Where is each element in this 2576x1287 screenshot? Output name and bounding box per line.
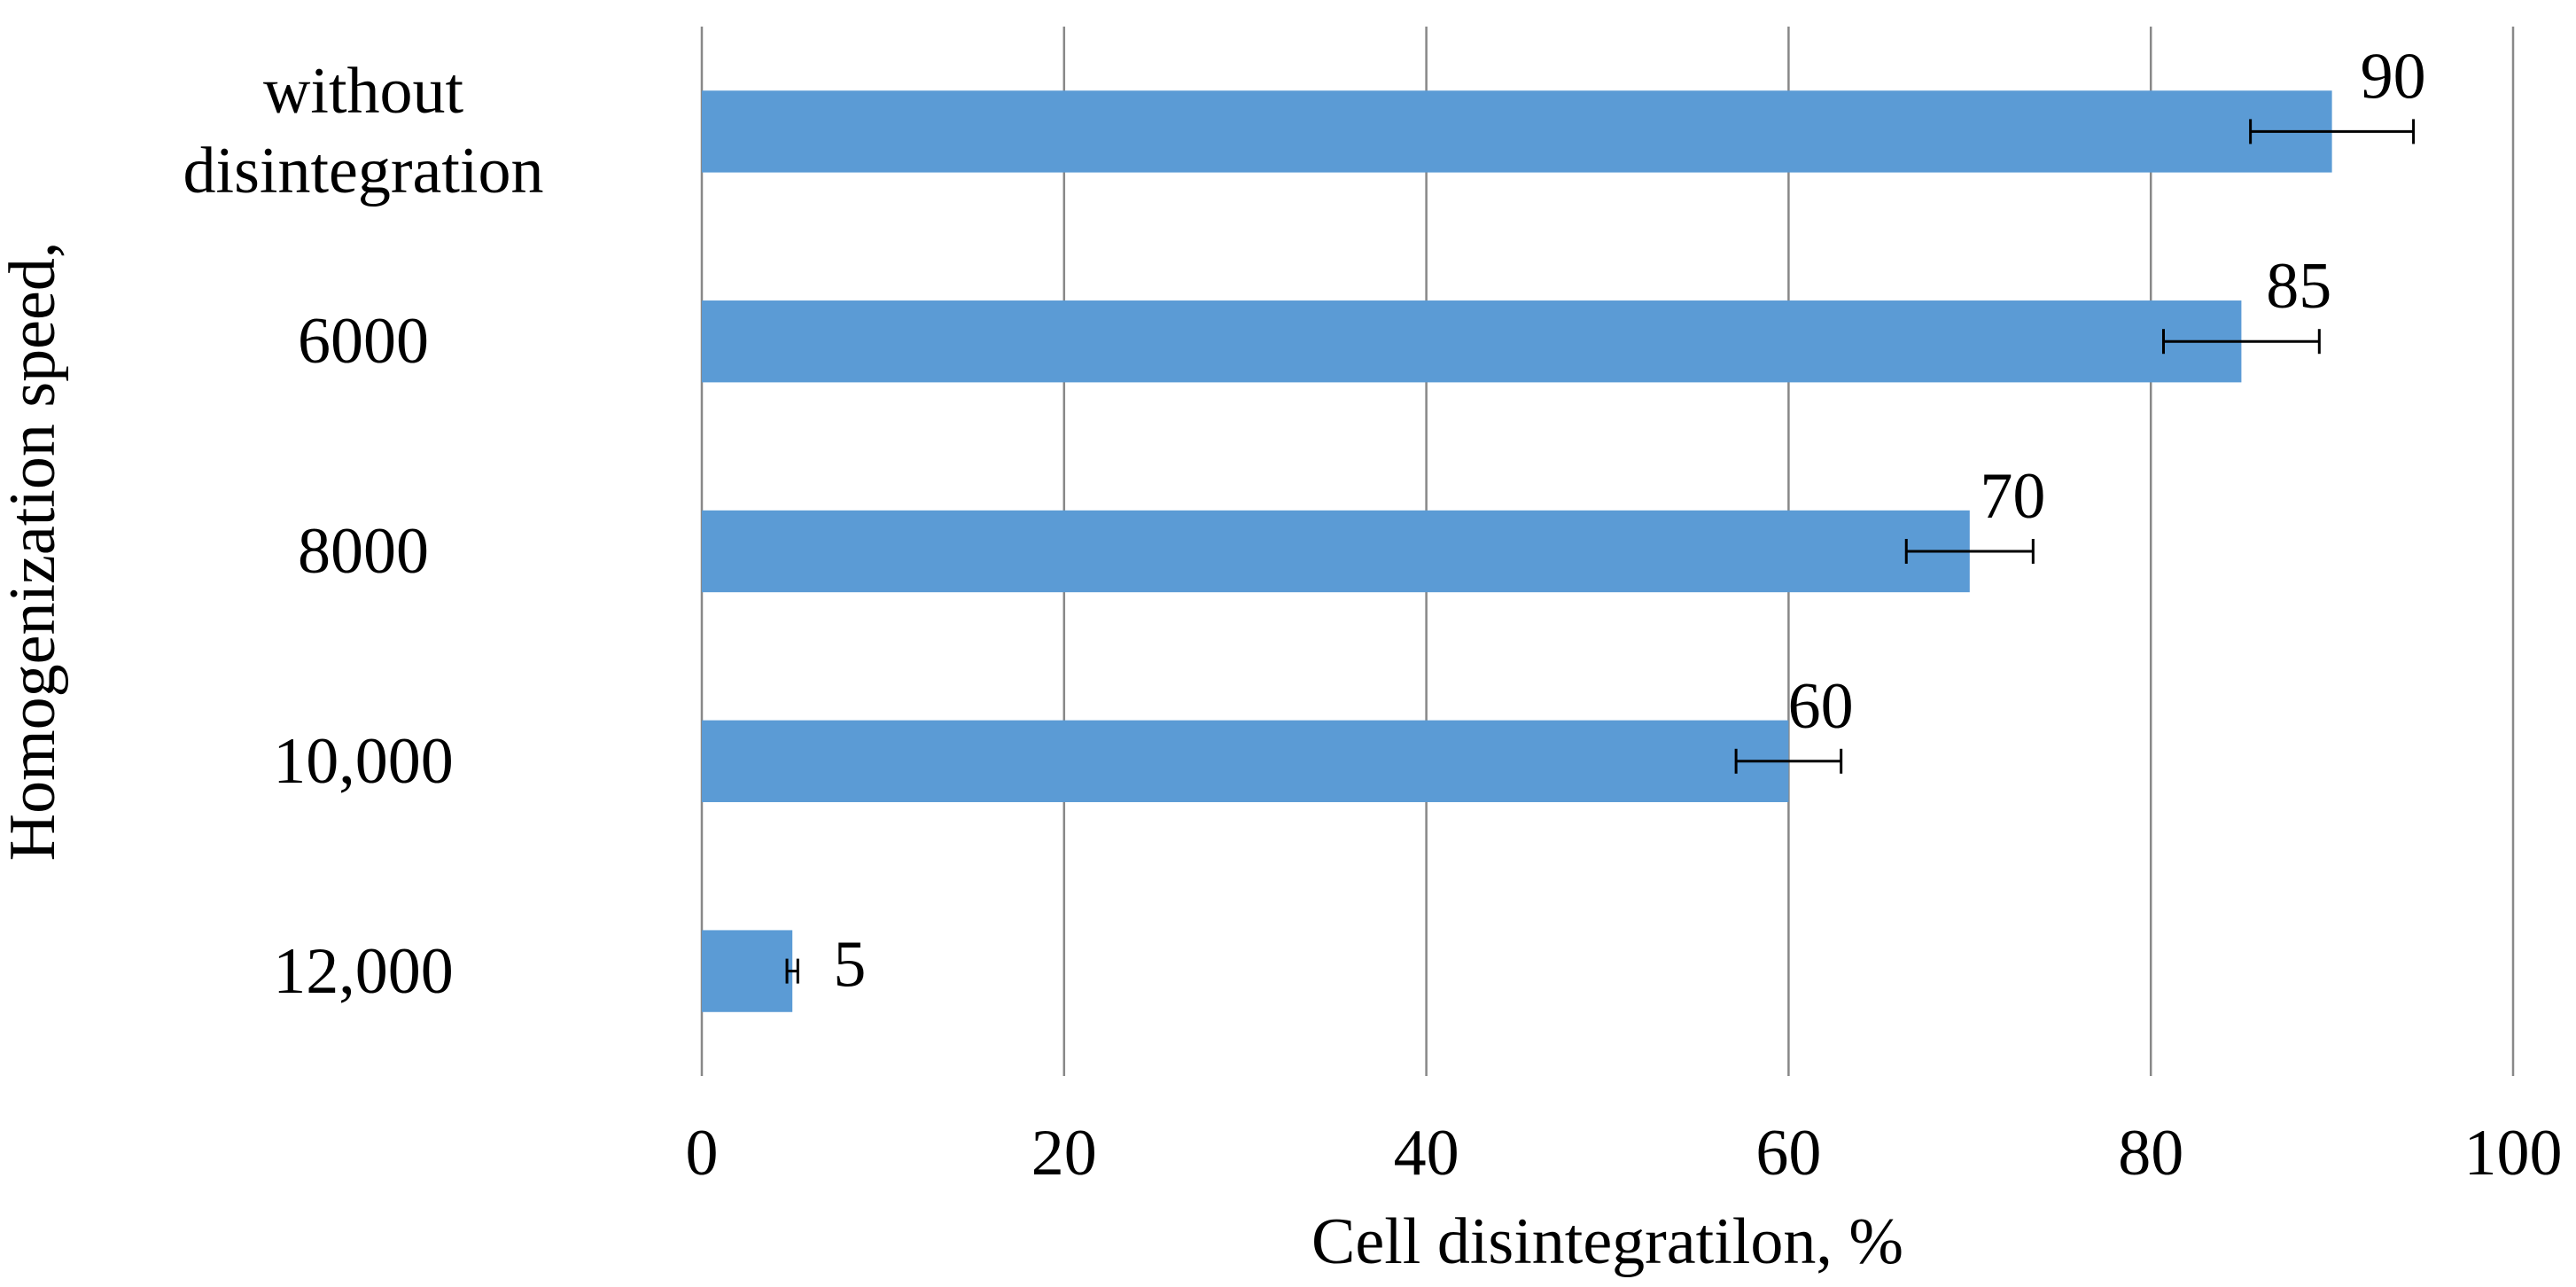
x-tick-label: 100 [2464, 1117, 2563, 1190]
error-bar [2162, 329, 2321, 355]
bar [702, 930, 793, 1012]
y-tick-label: 12,000 [273, 934, 454, 1008]
bar [702, 510, 1970, 593]
x-axis-title: Cell disintegratilon, % [1311, 1205, 1903, 1278]
bar [702, 720, 1789, 802]
bar [702, 90, 2332, 173]
value-label: 60 [1788, 670, 1854, 743]
x-tick-label: 80 [2118, 1117, 2183, 1190]
x-tick-label: 60 [1755, 1117, 1821, 1190]
x-tick-label: 40 [1394, 1117, 1459, 1190]
y-tick-label: 10,000 [273, 724, 454, 798]
value-label: 90 [2361, 40, 2426, 113]
value-label: 5 [833, 929, 866, 1002]
error-bar [785, 958, 799, 984]
value-label: 70 [1980, 460, 2045, 533]
x-tick-label: 0 [686, 1117, 719, 1190]
y-tick-label: 8000 [298, 515, 429, 588]
y-tick-label: without disintegration [183, 55, 544, 208]
bar [702, 300, 2242, 383]
error-bar [2249, 119, 2416, 144]
value-label: 85 [2266, 250, 2331, 323]
y-tick-label: 6000 [298, 305, 429, 378]
error-bar [1904, 539, 2035, 564]
error-bar [1734, 748, 1843, 774]
x-tick-label: 20 [1031, 1117, 1097, 1190]
y-axis-title: Homogenization speed, [0, 242, 69, 862]
